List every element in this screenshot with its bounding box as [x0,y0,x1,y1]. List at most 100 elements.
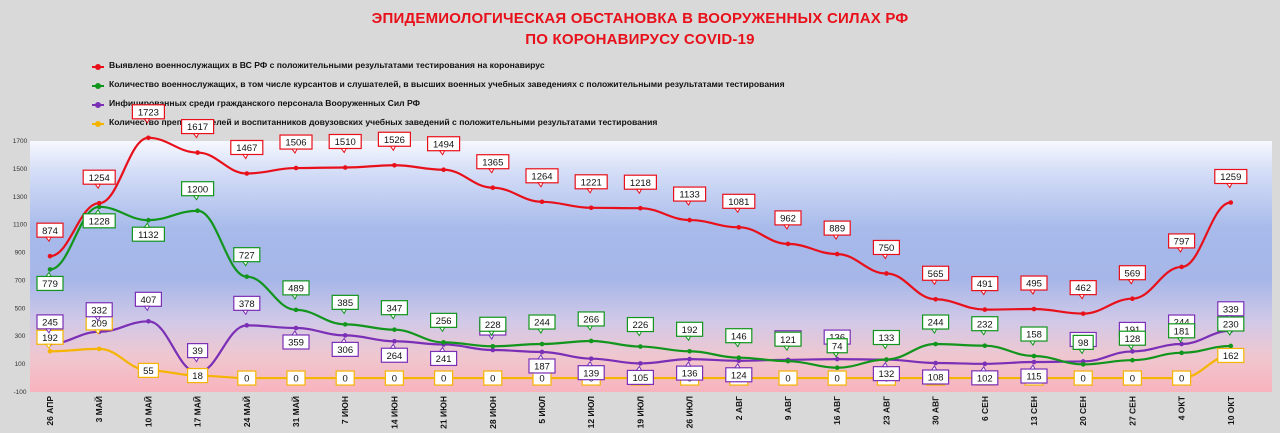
data-label-tail [930,328,938,334]
data-point [1130,357,1135,363]
data-label-tail [94,316,102,322]
x-axis: 26 АПР 3 МАЙ 10 МАЙ 17 МАЙ 24 МАЙ 31 МАЙ 7 ИЮН… [45,395,1236,429]
data-label-box [1122,370,1143,386]
data-point [244,274,250,279]
data-point [834,365,840,371]
data-label-text: 1259 [1220,172,1241,183]
data-label-text: 0 [1081,374,1086,385]
data-label-text: 191 [1124,325,1140,336]
data-label-tail [1078,294,1086,300]
data-label-tail [1029,364,1036,370]
data-label-text: 241 [436,354,452,365]
data-label: 1494 [427,136,461,156]
data-label-tail [192,133,200,139]
data-label-box [434,370,454,386]
data-label-text: 565 [928,269,944,280]
data-label-text: 0 [293,374,298,385]
legend-marker-yellow [95,121,101,127]
data-label-tail [881,361,889,368]
data-label: 1254 [82,169,116,190]
data-label-tail [291,330,298,336]
data-point [293,325,299,331]
x-tick-label: 21 ИЮН [439,396,449,429]
data-label-text: 491 [977,279,993,290]
data-label-text: 962 [780,214,796,225]
data-label-text: 0 [392,374,397,385]
data-label: 0 [827,370,847,386]
data-label-box [187,367,209,384]
data-label-text: 266 [583,315,599,326]
data-label: 1467 [230,139,264,160]
data-label-tail [143,222,151,228]
data-label-box [335,370,355,386]
data-label-text: 228 [485,320,501,331]
data-label: 18 [187,367,209,384]
data-label-tail [241,309,249,316]
data-label: 105 [626,365,655,386]
data-label: 1365 [476,154,510,174]
y-tick-label: 900 [15,250,26,257]
data-label-text: 146 [731,331,747,342]
data-label: 1081 [722,193,756,214]
y-tick-label: 1500 [13,166,28,173]
data-label: 1259 [1214,168,1248,189]
data-label-tail [45,343,52,350]
data-label-tail [1078,348,1086,355]
data-label: 230 [1217,316,1245,336]
x-tick-label: 10 ОКТ [1226,395,1236,425]
x-tick-label: 20 СЕН [1078,396,1088,426]
data-label-tail [192,357,200,363]
legend-marker-purple [95,102,101,108]
data-label-tail [291,148,298,154]
data-label-text: 244 [534,318,550,329]
data-label-text: 0 [490,374,495,385]
data-label-tail [143,305,151,312]
y-tick-label: 100 [15,361,26,368]
data-label-tail [537,328,544,334]
data-label-tail [832,352,840,358]
data-label-tail [487,330,495,337]
data-label: 332 [85,302,113,322]
data-label-text: 0 [539,374,544,385]
data-label: 232 [971,316,999,336]
data-label-tail [241,261,249,267]
data-label-text: 1228 [89,216,110,227]
data-label-text: 1526 [384,135,405,146]
data-label-tail [537,182,544,188]
data-label: 256 [430,312,458,333]
data-label-text: 132 [878,369,894,380]
data-label-tail [389,314,397,320]
data-point [195,208,200,214]
y-tick-label: 1100 [13,222,27,229]
y-tick-label: 1700 [13,138,28,145]
data-point [834,251,840,257]
data-point [1080,362,1086,367]
data-point [687,348,692,354]
data-label-text: 1254 [89,173,110,184]
data-label: 158 [1020,326,1048,346]
data-label-text: 108 [928,373,944,384]
data-label-tail [340,308,348,315]
data-point [884,271,889,276]
data-label-tail [881,344,889,350]
data-label-tail [979,365,987,372]
data-label: 192 [36,329,64,350]
data-label: 128 [1118,330,1147,351]
data-label: 108 [921,365,950,385]
data-point [1179,350,1184,356]
x-tick-label: 12 ИЮЛ [586,396,596,428]
data-label-tail [586,188,594,194]
data-label-tail [45,328,52,334]
data-label-text: 55 [143,366,154,377]
data-label-tail [94,183,102,190]
data-label-tail [438,150,446,156]
y-tick-label: 1300 [13,194,28,201]
data-label: 347 [380,300,408,320]
data-label-tail [438,326,446,333]
data-label-text: 779 [42,279,58,290]
data-point [490,343,496,349]
data-label: 565 [921,265,950,286]
data-point [1179,264,1184,270]
data-point [687,356,692,362]
